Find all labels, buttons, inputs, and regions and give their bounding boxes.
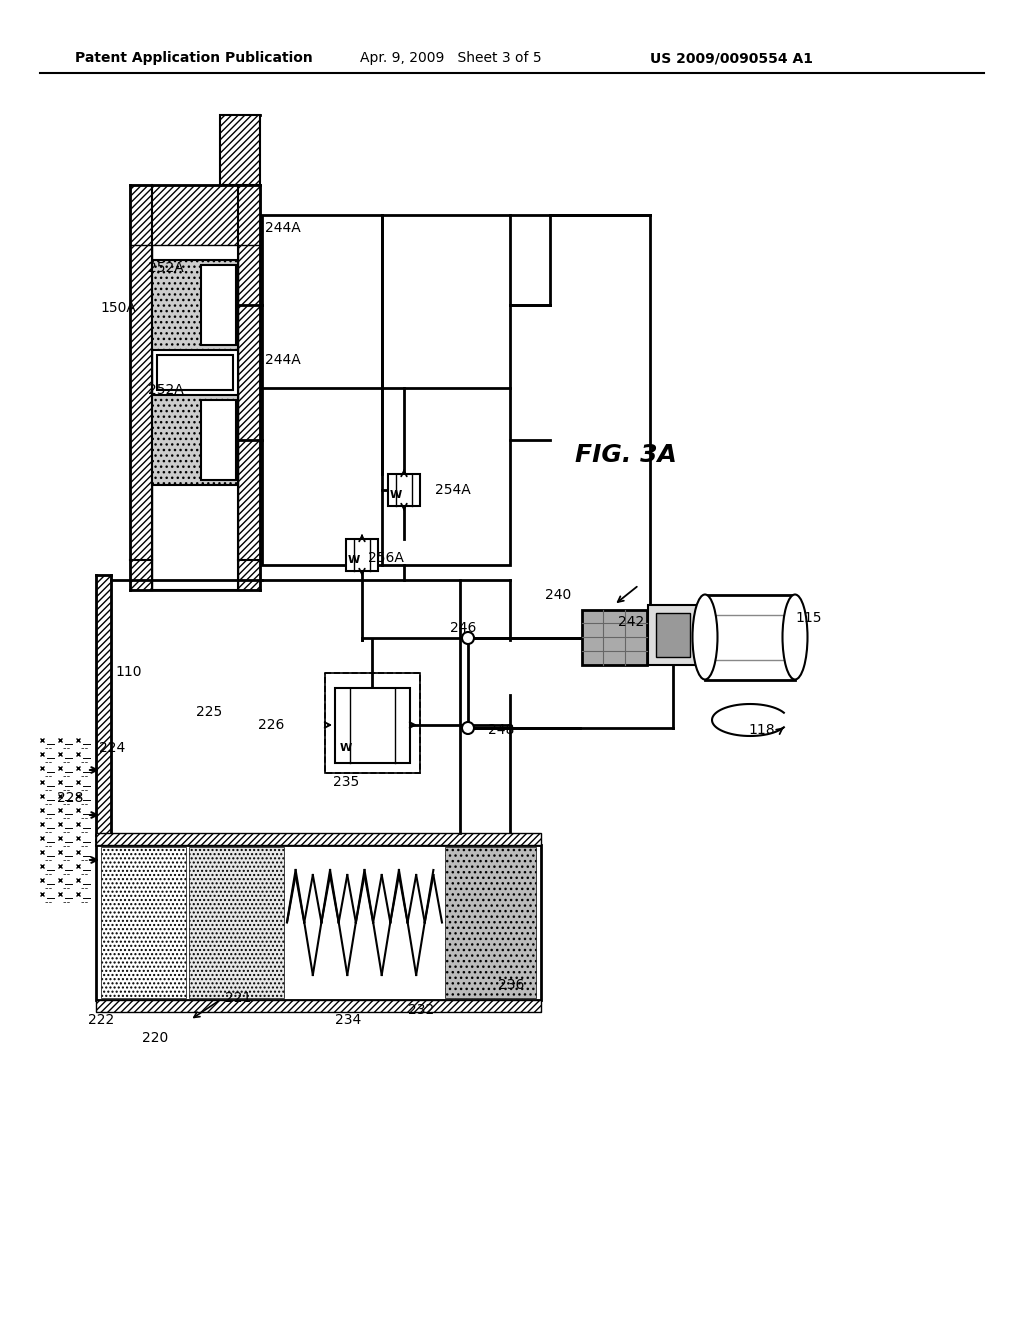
Text: 118: 118 [748,723,774,737]
Bar [346,539,378,572]
Bar [582,610,647,665]
Bar [220,115,260,185]
Bar [130,185,260,246]
Bar [96,845,541,1001]
Bar [648,605,698,665]
Text: 221: 221 [225,991,251,1005]
Text: 222: 222 [88,1012,115,1027]
Bar [96,1001,541,1012]
Bar [705,595,795,680]
Text: 115: 115 [795,611,821,624]
Bar [96,576,111,836]
Text: 228: 228 [57,791,83,805]
Text: Patent Application Publication: Patent Application Publication [75,51,312,65]
Bar [96,833,541,845]
Bar [152,215,238,590]
Text: 234: 234 [335,1012,361,1027]
Text: W: W [340,743,352,752]
Text: 252A: 252A [148,383,183,397]
Bar [325,673,420,774]
Text: 256A: 256A [368,550,403,565]
Bar [130,185,152,590]
Text: 226: 226 [258,718,285,733]
Text: US 2009/0090554 A1: US 2009/0090554 A1 [650,51,813,65]
Text: 248: 248 [488,723,514,737]
Bar [201,265,236,345]
Bar [152,395,238,484]
Circle shape [462,722,474,734]
Text: 236: 236 [498,978,524,993]
Text: 244A: 244A [265,220,301,235]
Bar [656,612,690,657]
Text: 235: 235 [333,775,359,789]
Text: 150A: 150A [100,301,136,315]
Bar [238,185,260,590]
Text: 244A: 244A [265,352,301,367]
Bar [189,847,284,998]
Text: 220: 220 [142,1031,168,1045]
Text: W: W [348,554,360,565]
Circle shape [462,632,474,644]
Text: 224: 224 [99,741,125,755]
Text: 254A: 254A [435,483,471,498]
Text: W: W [390,490,402,500]
Text: 110: 110 [115,665,141,678]
Text: 225: 225 [196,705,222,719]
Bar [325,673,420,774]
Bar [201,400,236,480]
Text: FIG. 3A: FIG. 3A [575,444,677,467]
Bar [388,474,420,506]
Text: 242: 242 [618,615,644,630]
Bar [152,260,238,350]
Text: 246: 246 [450,620,476,635]
Bar [101,847,186,998]
Bar [157,355,233,389]
Bar [445,847,536,998]
Text: Apr. 9, 2009   Sheet 3 of 5: Apr. 9, 2009 Sheet 3 of 5 [360,51,542,65]
Text: 232: 232 [408,1003,434,1016]
Ellipse shape [692,594,718,680]
Text: 240: 240 [545,587,571,602]
Text: 252A: 252A [148,261,183,275]
Bar [262,215,510,565]
Ellipse shape [782,594,808,680]
Bar [335,688,410,763]
